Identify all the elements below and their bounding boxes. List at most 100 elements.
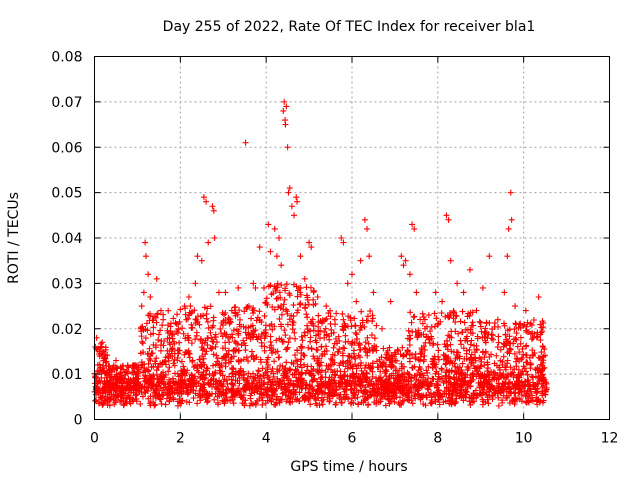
data-point	[331, 380, 338, 387]
data-point	[314, 347, 321, 354]
data-point	[235, 369, 242, 376]
data-point	[192, 280, 199, 287]
data-point	[324, 394, 331, 401]
x-tick-label: 4	[262, 431, 271, 447]
data-point	[246, 402, 253, 409]
data-point	[411, 393, 418, 400]
data-point	[431, 310, 438, 317]
data-point	[396, 367, 403, 374]
data-point	[193, 378, 200, 385]
data-point	[212, 361, 219, 368]
data-point	[264, 372, 271, 379]
data-point	[338, 399, 345, 406]
data-point	[314, 391, 321, 398]
data-point	[230, 365, 237, 372]
data-point	[305, 301, 312, 308]
data-point	[303, 311, 310, 318]
data-point	[540, 320, 547, 327]
data-point	[488, 351, 495, 358]
data-point	[440, 390, 447, 397]
data-point	[168, 331, 175, 338]
data-point	[255, 368, 262, 375]
data-point	[248, 400, 255, 407]
data-point	[348, 340, 355, 347]
data-point	[267, 282, 274, 289]
data-point	[137, 401, 144, 408]
data-point	[222, 390, 229, 397]
data-point	[452, 319, 459, 326]
data-point	[260, 330, 267, 337]
data-point	[406, 342, 413, 349]
data-point	[539, 343, 546, 350]
data-point	[322, 325, 329, 332]
data-point	[382, 402, 389, 409]
data-point	[278, 262, 285, 269]
data-point	[274, 381, 281, 388]
data-point	[270, 389, 277, 396]
data-point	[488, 382, 495, 389]
data-point	[420, 356, 427, 363]
data-point	[102, 346, 109, 353]
data-point	[345, 396, 352, 403]
data-point	[377, 368, 384, 375]
data-point	[297, 253, 304, 260]
data-point	[310, 372, 317, 379]
data-point	[238, 341, 245, 348]
data-point	[130, 380, 137, 387]
data-point	[427, 328, 434, 335]
y-axis-label: ROTI / TECUs	[6, 192, 22, 284]
data-point	[456, 353, 463, 360]
data-point	[464, 333, 471, 340]
data-point	[292, 357, 299, 364]
data-point	[368, 332, 375, 339]
data-point	[434, 387, 441, 394]
data-point	[112, 391, 119, 398]
data-point	[147, 293, 154, 300]
data-point	[413, 289, 420, 296]
data-point	[212, 334, 219, 341]
data-point	[513, 336, 520, 343]
data-point	[394, 379, 401, 386]
data-point	[399, 344, 406, 351]
data-point	[265, 361, 272, 368]
data-point	[248, 390, 255, 397]
data-point	[185, 350, 192, 357]
data-point	[166, 334, 173, 341]
data-point	[197, 336, 204, 343]
data-point	[172, 382, 179, 389]
data-point	[98, 343, 105, 350]
data-point	[260, 380, 267, 387]
data-point	[414, 382, 421, 389]
data-point	[488, 335, 495, 342]
data-point	[200, 194, 207, 201]
data-point	[143, 366, 150, 373]
data-point	[289, 390, 296, 397]
data-point	[198, 364, 205, 371]
data-point	[186, 354, 193, 361]
data-point	[332, 335, 339, 342]
data-point	[464, 384, 471, 391]
data-point	[489, 396, 496, 403]
data-point	[366, 377, 373, 384]
data-point	[232, 304, 239, 311]
data-point	[166, 364, 173, 371]
data-point	[138, 333, 145, 340]
data-point	[341, 368, 348, 375]
data-point	[505, 379, 512, 386]
data-point	[361, 216, 368, 223]
data-point	[118, 392, 125, 399]
data-point	[381, 378, 388, 385]
data-point	[537, 398, 544, 405]
data-point	[373, 322, 380, 329]
data-point	[150, 381, 157, 388]
data-point	[220, 378, 227, 385]
data-point	[103, 363, 110, 370]
data-point	[263, 387, 270, 394]
data-point	[324, 382, 331, 389]
data-point	[340, 344, 347, 351]
data-point	[522, 307, 529, 314]
data-point	[528, 322, 535, 329]
data-point	[293, 367, 300, 374]
data-point	[482, 325, 489, 332]
data-point	[292, 335, 299, 342]
